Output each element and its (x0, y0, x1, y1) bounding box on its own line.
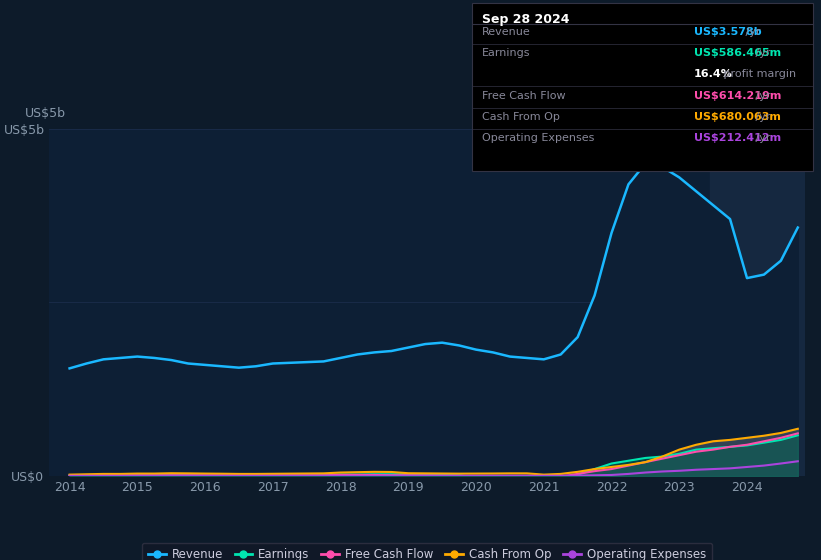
Text: 16.4%: 16.4% (694, 69, 732, 80)
Text: US$680.063m: US$680.063m (694, 112, 781, 122)
Text: /yr: /yr (742, 27, 760, 37)
Text: Earnings: Earnings (482, 48, 530, 58)
Text: Free Cash Flow: Free Cash Flow (482, 91, 566, 101)
Text: Operating Expenses: Operating Expenses (482, 133, 594, 143)
Text: US$3.578b: US$3.578b (694, 27, 761, 37)
Legend: Revenue, Earnings, Free Cash Flow, Cash From Op, Operating Expenses: Revenue, Earnings, Free Cash Flow, Cash … (142, 543, 712, 560)
Text: /yr: /yr (753, 91, 771, 101)
Text: Cash From Op: Cash From Op (482, 112, 560, 122)
Text: US$5b: US$5b (25, 108, 66, 120)
Text: Sep 28 2024: Sep 28 2024 (482, 13, 570, 26)
Text: /yr: /yr (753, 133, 771, 143)
Bar (709, 129, 805, 476)
Text: profit margin: profit margin (721, 69, 796, 80)
Text: Revenue: Revenue (482, 27, 530, 37)
Text: US$212.412m: US$212.412m (694, 133, 781, 143)
Text: /yr: /yr (753, 112, 771, 122)
Text: US$586.465m: US$586.465m (694, 48, 781, 58)
Text: /yr: /yr (753, 48, 771, 58)
Text: US$614.219m: US$614.219m (694, 91, 781, 101)
